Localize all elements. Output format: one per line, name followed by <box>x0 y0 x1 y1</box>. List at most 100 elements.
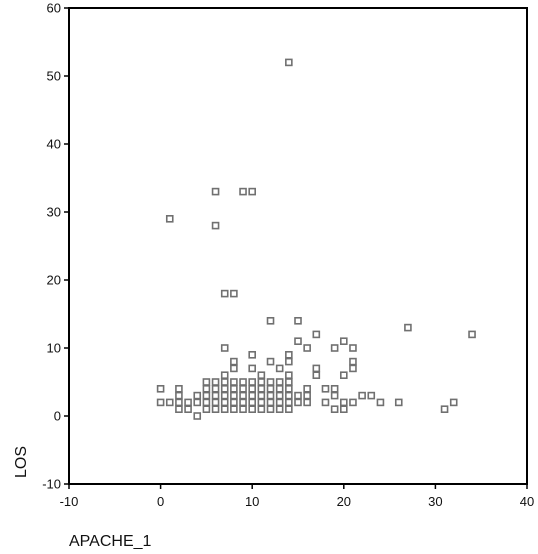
data-point <box>184 405 192 414</box>
data-point <box>257 378 266 386</box>
data-point <box>239 378 247 386</box>
data-point <box>349 344 357 352</box>
data-point <box>211 187 220 196</box>
data-point <box>266 378 275 386</box>
data-point <box>275 391 284 400</box>
data-point <box>220 398 229 407</box>
data-point <box>285 350 293 359</box>
data-point <box>294 391 302 400</box>
data-point <box>339 398 348 407</box>
data-point <box>175 405 183 414</box>
data-point <box>266 384 275 393</box>
data-point <box>330 384 339 393</box>
data-point <box>449 398 458 407</box>
data-point <box>266 398 275 407</box>
y-tick-label: 50 <box>47 69 61 84</box>
data-point <box>156 398 165 407</box>
data-point <box>220 289 229 298</box>
data-points <box>156 58 476 420</box>
x-axis-title: APACHE_1 <box>69 533 152 550</box>
data-point <box>220 371 229 380</box>
data-point <box>193 391 202 400</box>
y-axis: -10 0 10 20 30 40 50 60 <box>42 1 69 492</box>
data-point <box>376 398 385 407</box>
data-point <box>285 391 293 400</box>
data-point <box>294 337 302 346</box>
data-point <box>211 405 220 414</box>
data-point <box>257 405 266 414</box>
data-point <box>266 405 275 414</box>
y-axis-title: LOS <box>13 446 30 478</box>
data-point <box>248 187 256 196</box>
data-point <box>202 398 211 407</box>
data-point <box>312 371 321 380</box>
data-point <box>285 357 293 366</box>
data-point <box>220 378 229 386</box>
data-point <box>202 405 211 414</box>
x-tick-label: 0 <box>157 494 164 509</box>
data-point <box>239 391 247 400</box>
data-point <box>468 330 476 339</box>
data-point <box>230 364 238 373</box>
data-point <box>275 378 284 386</box>
data-point <box>404 323 412 332</box>
data-point <box>367 391 376 400</box>
x-tick-label: 10 <box>245 494 259 509</box>
data-point <box>248 384 256 393</box>
data-point <box>358 391 366 400</box>
data-point <box>230 405 238 414</box>
data-point <box>440 405 449 414</box>
data-point <box>248 350 256 359</box>
data-point <box>285 384 293 393</box>
data-point <box>321 384 330 393</box>
data-point <box>211 391 220 400</box>
y-tick-label: 30 <box>47 205 61 220</box>
data-point <box>285 371 293 380</box>
y-tick-label: 60 <box>47 1 61 16</box>
data-point <box>285 378 293 386</box>
data-point <box>248 405 256 414</box>
data-point <box>330 405 339 414</box>
y-tick-label: 0 <box>54 409 61 424</box>
data-point <box>220 391 229 400</box>
data-point <box>349 364 357 373</box>
y-tick-label: -10 <box>42 477 61 492</box>
x-tick-label: 20 <box>337 494 351 509</box>
data-point <box>156 384 165 393</box>
data-point <box>303 398 311 407</box>
data-point <box>248 391 256 400</box>
data-point <box>339 405 348 414</box>
x-tick-label: 30 <box>428 494 442 509</box>
y-tick-label: 10 <box>47 341 61 356</box>
data-point <box>285 405 293 414</box>
data-point <box>175 391 183 400</box>
data-point <box>312 330 321 339</box>
data-point <box>239 384 247 393</box>
data-point <box>275 384 284 393</box>
data-point <box>275 398 284 407</box>
data-point <box>266 391 275 400</box>
data-point <box>285 58 293 67</box>
data-point <box>230 357 238 366</box>
data-point <box>220 344 229 352</box>
data-point <box>220 405 229 414</box>
data-point <box>330 391 339 400</box>
data-point <box>257 398 266 407</box>
data-point <box>239 398 247 407</box>
data-point <box>202 384 211 393</box>
data-point <box>275 364 284 373</box>
data-point <box>230 391 238 400</box>
data-point <box>230 384 238 393</box>
data-point <box>175 398 183 407</box>
data-point <box>339 371 348 380</box>
data-point <box>165 215 174 223</box>
x-axis: -10 0 10 20 30 40 <box>60 484 534 509</box>
data-point <box>330 344 339 352</box>
data-point <box>248 378 256 386</box>
data-point <box>275 405 284 414</box>
data-point <box>257 384 266 393</box>
data-point <box>248 364 256 373</box>
data-point <box>248 398 256 407</box>
data-point <box>211 378 220 386</box>
